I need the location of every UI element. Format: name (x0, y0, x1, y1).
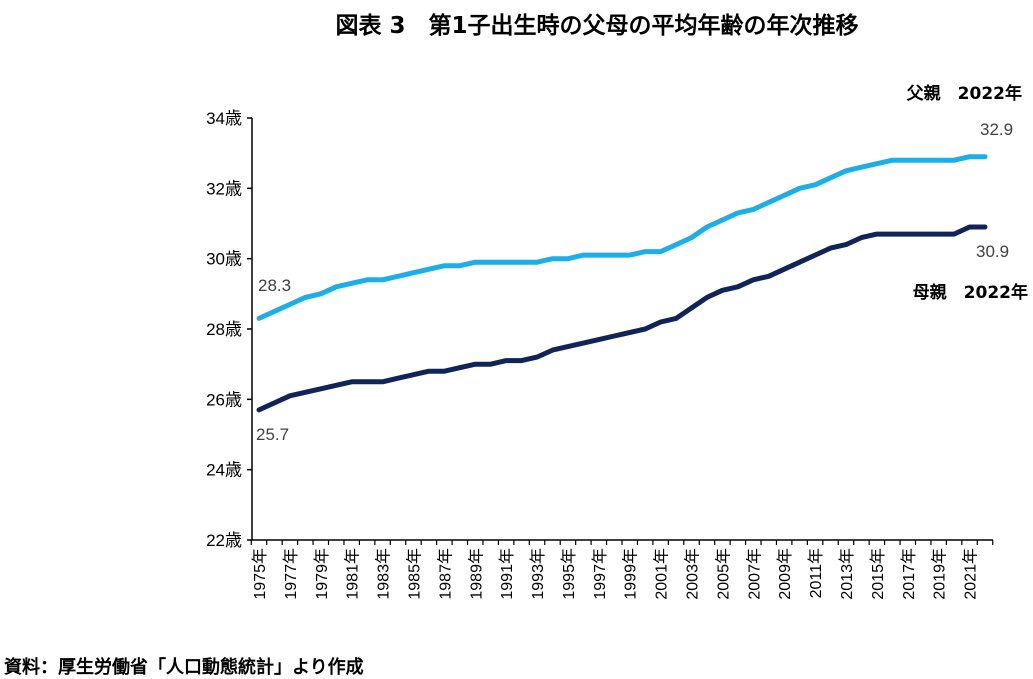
x-tick-label: 1981年 (344, 548, 362, 600)
x-tick-label: 2009年 (776, 548, 794, 600)
y-tick-label: 28歳 (206, 320, 242, 339)
y-tick-label: 34歳 (206, 109, 242, 128)
x-tick-label: 2003年 (684, 548, 702, 600)
mother-end-label: 30.9 (976, 242, 1009, 261)
x-tick-label: 2007年 (745, 548, 763, 600)
father-series-label: 父親 2022年 (906, 83, 1022, 104)
x-tick-label: 2015年 (869, 548, 887, 600)
series-lines (256, 154, 988, 413)
y-ticks: 22歳 24歳 26歳 28歳 30歳 32歳 34歳 (206, 109, 252, 550)
y-tick-label: 30歳 (206, 250, 242, 269)
x-ticks: 1975年 1977年 1979年 1981年 1983年 1985年 1987年 1989年… (250, 540, 994, 600)
father-end-label: 32.9 (980, 120, 1013, 139)
x-tick-label: 2021年 (962, 548, 980, 600)
x-tick-label: 2017年 (900, 548, 918, 600)
x-tick-label: 2005年 (714, 548, 732, 600)
father-series-line (256, 154, 988, 321)
chart-title: 図表 3 第1子出生時の父母の平均年齢の年次推移 (335, 12, 858, 39)
x-tick-label: 1989年 (467, 548, 485, 600)
mother-series-line (256, 224, 988, 413)
y-tick-label: 22歳 (206, 531, 242, 550)
y-tick-label: 26歳 (206, 390, 242, 409)
x-tick-label: 1975年 (251, 548, 269, 600)
y-tick-label: 24歳 (206, 461, 242, 480)
x-tick-label: 1993年 (529, 548, 547, 600)
x-tick-label: 1979年 (313, 548, 331, 600)
x-tick-label: 1999年 (622, 548, 640, 600)
x-tick-label: 2001年 (653, 548, 671, 600)
x-tick-label: 2019年 (931, 548, 949, 600)
x-tick-label: 1983年 (375, 548, 393, 600)
x-tick-label: 1995年 (560, 548, 578, 600)
x-tick-label: 2011年 (807, 548, 825, 598)
x-tick-label: 1977年 (282, 548, 300, 600)
axes (251, 118, 993, 541)
father-start-label: 28.3 (258, 276, 291, 295)
source-note: 資料：厚生労働省「人口動態統計」より作成 (4, 656, 364, 678)
x-tick-label: 1991年 (498, 548, 516, 600)
x-tick-label: 2013年 (838, 548, 856, 600)
x-tick-label: 1997年 (591, 548, 609, 600)
mother-start-label: 25.7 (256, 425, 289, 444)
y-tick-label: 32歳 (206, 179, 242, 198)
mother-series-label: 母親 2022年 (913, 282, 1028, 303)
x-tick-label: 1987年 (436, 548, 454, 600)
x-tick-label: 1985年 (405, 548, 423, 600)
